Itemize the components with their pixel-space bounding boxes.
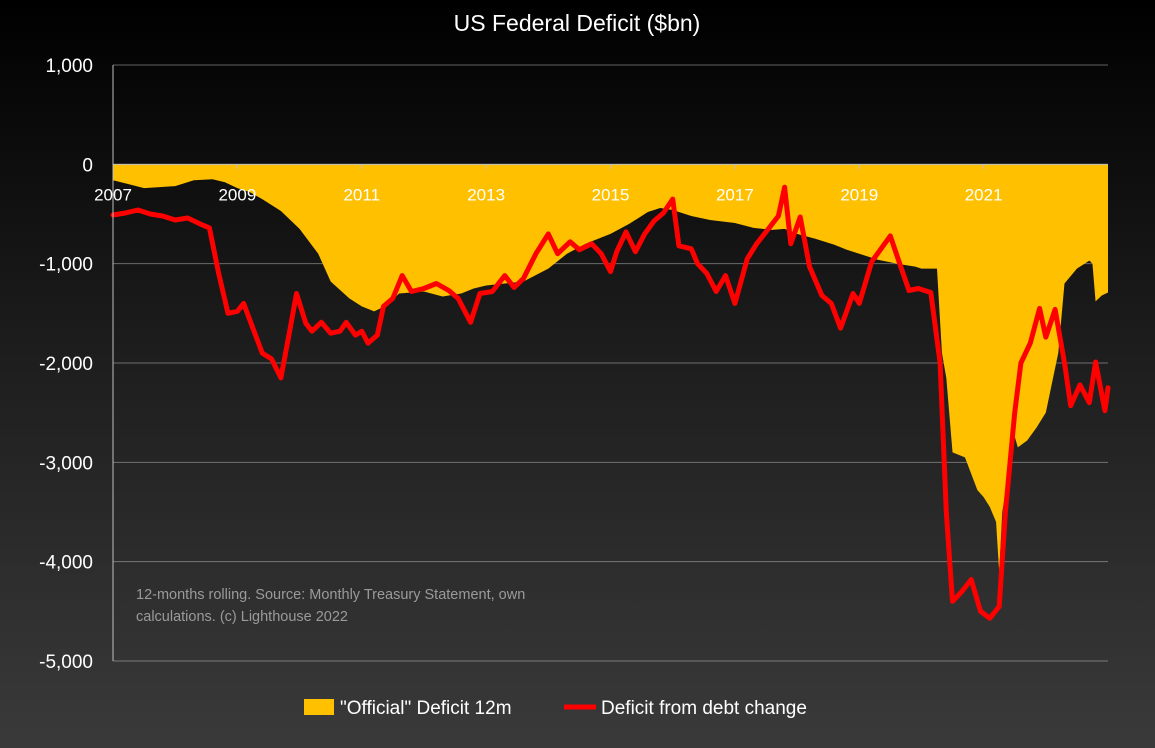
x-tick-labels: 2007 2009 2011 2013 2015 2017 2019 2021 [94, 185, 1002, 204]
debt-change-line [110, 184, 1111, 621]
chart-title: US Federal Deficit ($bn) [454, 10, 701, 36]
axes [112, 65, 1108, 661]
y-tick-labels: 1,000 0 -1,000 -2,000 -3,000 -4,000 -5,000 [39, 56, 93, 673]
x-tick-label: 2017 [716, 185, 754, 204]
legend-label-debt-change: Deficit from debt change [601, 698, 807, 719]
y-tick-label: 0 [82, 155, 93, 176]
x-tick-label: 2015 [592, 185, 630, 204]
y-tick-label: -1,000 [39, 255, 93, 276]
debt-change-line-path [110, 184, 1111, 621]
legend-label-official: "Official" Deficit 12m [340, 698, 512, 719]
x-tick-label: 2013 [467, 185, 505, 204]
official-deficit-area [113, 164, 1108, 572]
y-tick-label: -3,000 [39, 453, 93, 474]
source-note-line-2: calculations. (c) Lighthouse 2022 [136, 609, 348, 625]
y-tick-label: -4,000 [39, 553, 93, 574]
y-tick-label: 1,000 [45, 56, 93, 77]
x-tick-label: 2019 [840, 185, 878, 204]
legend-swatch-official [304, 699, 334, 715]
x-tick-label: 2011 [343, 185, 380, 204]
y-tick-label: -5,000 [39, 652, 93, 673]
official-deficit-area-shape [113, 164, 1108, 572]
x-tick-label: 2009 [218, 185, 256, 204]
x-tick-label: 2007 [94, 185, 132, 204]
legend: "Official" Deficit 12m Deficit from debt… [304, 698, 807, 719]
y-tick-label: -2,000 [39, 354, 93, 375]
source-note-line-1: 12-months rolling. Source: Monthly Treas… [136, 587, 525, 603]
x-tick-label: 2021 [965, 185, 1003, 204]
